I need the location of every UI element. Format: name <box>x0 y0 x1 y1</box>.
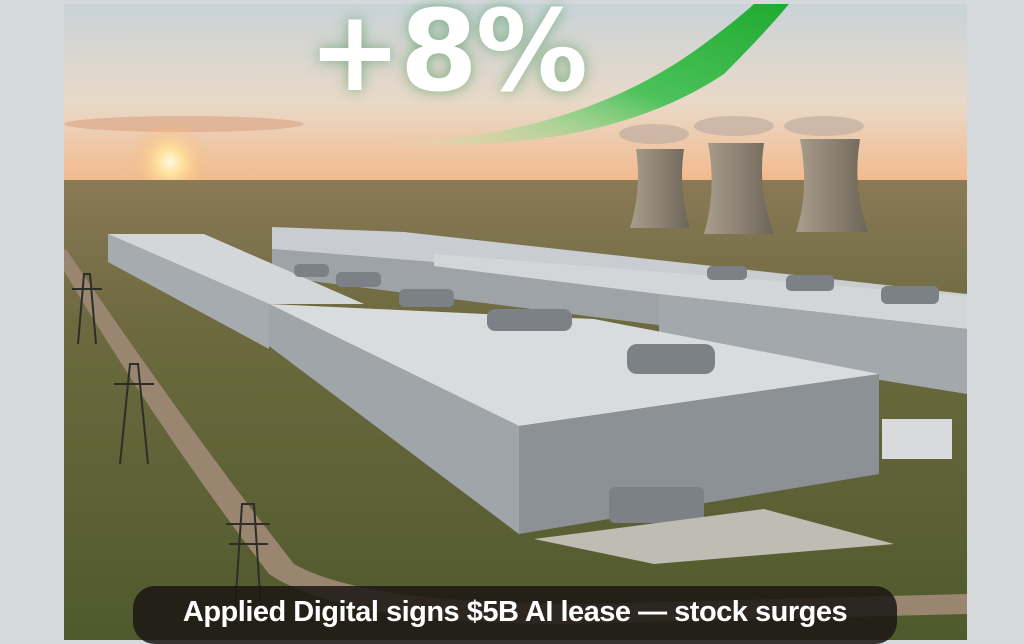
cooling-tower <box>630 149 690 228</box>
cooling-tower <box>704 143 774 234</box>
up-trend-arrow-icon <box>394 4 789 146</box>
percent-change-headline: +8% <box>308 0 588 117</box>
news-caption-bar: Applied Digital signs $5B AI lease — sto… <box>133 586 897 644</box>
data-center-roof <box>269 304 879 426</box>
data-center-photo <box>64 4 967 640</box>
cooling-tower <box>796 139 868 232</box>
scene <box>64 4 967 640</box>
news-caption-text: Applied Digital signs $5B AI lease — sto… <box>182 596 848 628</box>
